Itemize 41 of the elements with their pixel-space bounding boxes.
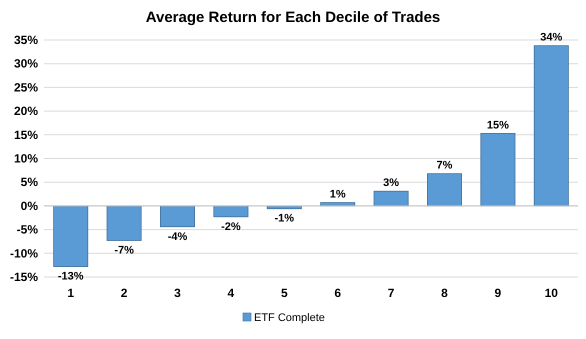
bar: [213, 206, 248, 218]
data-label: -13%: [58, 270, 84, 283]
y-tick-label: -10%: [10, 246, 38, 260]
x-tick-label: 9: [494, 286, 502, 300]
y-tick-label: 30%: [14, 56, 38, 71]
y-tick-label: 20%: [14, 104, 38, 118]
bar: [427, 173, 462, 206]
x-tick-label: 8: [441, 286, 448, 300]
x-tick-label: 1: [67, 286, 74, 300]
bar: [53, 206, 88, 267]
y-tick-label: 10%: [14, 152, 38, 166]
data-label: 1%: [330, 188, 346, 201]
data-label: -2%: [221, 220, 241, 233]
x-tick-label: 2: [120, 286, 128, 300]
y-tick-label: 5%: [20, 175, 38, 190]
bar: [374, 190, 409, 206]
bar: [160, 206, 195, 228]
x-tick-label: 4: [228, 286, 235, 300]
data-label: -4%: [168, 230, 188, 243]
x-tick-label: 6: [334, 286, 342, 300]
y-tick-label: 15%: [14, 128, 38, 142]
chart-title: Average Return for Each Decile of Trades: [146, 9, 440, 26]
data-label: 7%: [436, 160, 453, 172]
y-tick-label: -5%: [16, 222, 38, 237]
data-label: 34%: [540, 32, 563, 44]
x-tick-label: 7: [388, 286, 395, 300]
data-label: 3%: [383, 177, 400, 190]
bar: [106, 206, 142, 241]
data-label: -1%: [274, 212, 294, 225]
y-tick-label: -15%: [10, 270, 38, 284]
x-tick-label: 5: [280, 286, 288, 300]
legend-label: ETF Complete: [254, 312, 325, 324]
y-tick-label: 0%: [20, 198, 38, 213]
y-tick-label: 35%: [14, 33, 38, 47]
data-label: 15%: [486, 119, 510, 132]
bar: [534, 45, 569, 206]
x-tick-label: 3: [174, 286, 182, 300]
y-tick-label: 25%: [14, 80, 38, 94]
bar: [480, 132, 516, 206]
data-label: -7%: [114, 244, 134, 256]
x-tick-label: 10: [544, 286, 558, 300]
